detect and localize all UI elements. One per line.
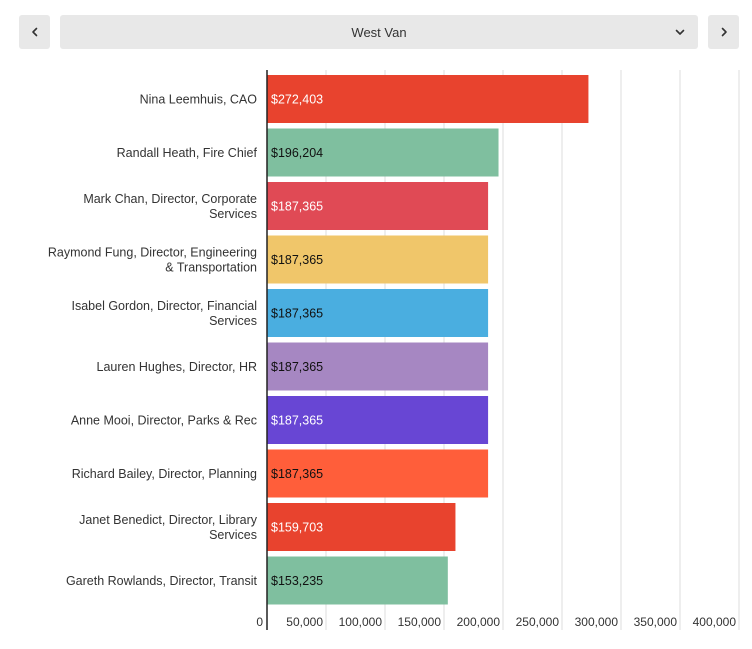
bar-value-label: $187,365	[271, 307, 323, 321]
bar-randall-heath-fire-chief	[267, 128, 499, 177]
bar-nina-leemhuis-cao	[267, 75, 589, 123]
bar-value-label: $187,365	[271, 253, 323, 267]
category-label: Anne Mooi, Director, Parks & Rec	[71, 414, 257, 428]
salary-bar-chart: $272,403 $196,204 $187,365 $187,365 $187,365…	[48, 70, 740, 630]
x-axis-ticks: 0 50,000 100,000 150,000 200,000 250,000 300,0…	[256, 615, 736, 629]
category-labels: Nina Leemhuis, CAO Randall Heath, Fire Ch…	[48, 93, 258, 589]
bar-value-label: $187,365	[271, 200, 323, 214]
category-label: Isabel Gordon, Director, Financial Servic…	[71, 299, 257, 328]
chevron-right-icon	[721, 27, 727, 37]
bar-lauren-hughes-director-hr	[267, 342, 489, 391]
x-tick-label: 100,000	[339, 615, 383, 629]
bar-value-label: $159,703	[271, 521, 323, 535]
category-label: Richard Bailey, Director, Planning	[72, 467, 257, 481]
chevron-left-icon	[31, 27, 37, 37]
bars: $272,403 $196,204 $187,365 $187,365 $187,365…	[267, 75, 589, 605]
category-label: Raymond Fung, Director, Engineering & Tra…	[48, 246, 257, 275]
x-tick-label: 50,000	[286, 615, 323, 629]
bar-value-label: $272,403	[271, 93, 323, 107]
bar-anne-mooi-director-parks-rec	[267, 396, 489, 444]
x-tick-label: 400,000	[693, 615, 737, 629]
x-tick-label: 0	[256, 615, 263, 629]
chevron-down-icon	[675, 29, 685, 35]
category-label: Lauren Hughes, Director, HR	[97, 360, 258, 374]
bar-raymond-fung-director-engineering-transportation	[267, 235, 489, 284]
bar-gareth-rowlands-director-transit	[267, 556, 448, 605]
bar-value-label: $187,365	[271, 414, 323, 428]
category-label: Gareth Rowlands, Director, Transit	[66, 574, 258, 588]
previous-button[interactable]	[19, 15, 50, 49]
selected-municipality-label: West Van	[351, 24, 407, 40]
bar-value-label: $153,235	[271, 574, 323, 588]
category-label: Mark Chan, Director, Corporate Services	[83, 192, 257, 221]
municipality-select[interactable]: West Van	[60, 15, 698, 49]
bar-value-label: $196,204	[271, 146, 323, 160]
bar-janet-benedict-director-library-services	[267, 503, 456, 551]
category-label: Janet Benedict, Director, Library Service…	[79, 513, 258, 542]
bar-isabel-gordon-director-financial-services	[267, 289, 489, 337]
bar-mark-chan-director-corporate-services	[267, 182, 489, 230]
x-tick-label: 350,000	[634, 615, 678, 629]
next-button[interactable]	[708, 15, 739, 49]
category-label: Nina Leemhuis, CAO	[140, 93, 258, 107]
bar-value-label: $187,365	[271, 360, 323, 374]
category-label: Randall Heath, Fire Chief	[117, 146, 258, 160]
x-tick-label: 150,000	[398, 615, 442, 629]
x-tick-label: 250,000	[516, 615, 560, 629]
bar-value-label: $187,365	[271, 467, 323, 481]
bar-richard-bailey-director-planning	[267, 449, 489, 498]
x-tick-label: 200,000	[457, 615, 501, 629]
x-tick-label: 300,000	[575, 615, 619, 629]
